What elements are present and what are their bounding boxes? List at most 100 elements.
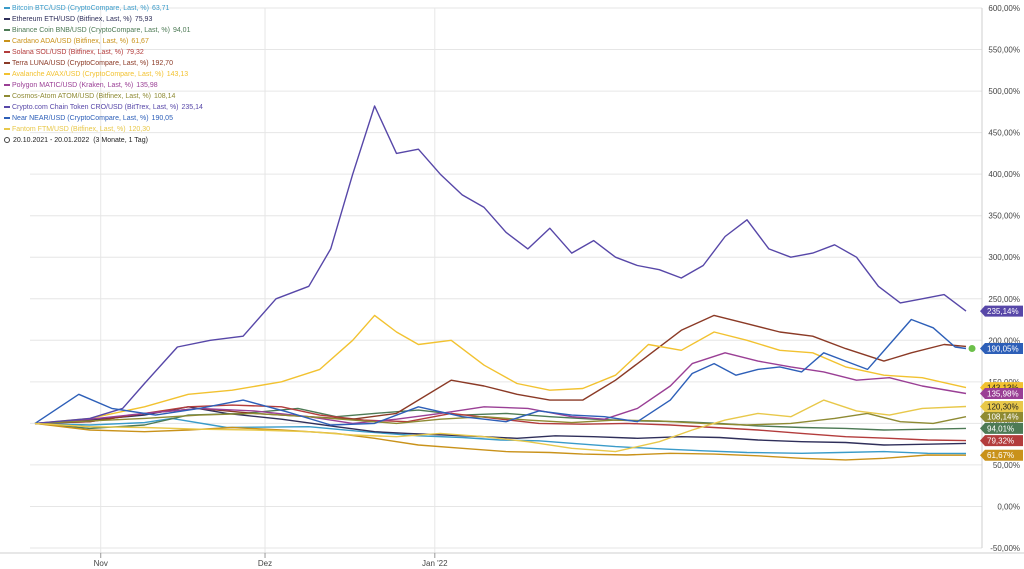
value-badges: 94,01%61,67%79,32%143,13%135,98%108,14%2…: [980, 305, 1023, 461]
y-tick-label: 500,00%: [988, 87, 1020, 96]
badge-shape: [980, 343, 1023, 355]
legend-swatch: [4, 106, 10, 109]
value-badge: 135,98%: [980, 387, 1023, 399]
legend-label: Crypto.com Chain Token CRO/USD (BitTrex,…: [12, 104, 179, 111]
legend-label: Solana SOL/USD (Bitfinex, Last, %): [12, 49, 124, 56]
legend-last-value: 143,13: [166, 71, 189, 78]
date-range-text: 20.10.2021 - 20.01.2022: [13, 137, 90, 144]
legend-item[interactable]: Polygon MATIC/USD (Kraken, Last, %) 135,9…: [4, 80, 203, 91]
series-line-8: [34, 412, 967, 426]
badge-shape: [980, 387, 1023, 399]
x-tick-label: Jan '22: [422, 559, 448, 568]
legend-swatch: [4, 84, 10, 87]
badge-label: 108,14%: [987, 413, 1019, 422]
legend-last-value: 75,93: [134, 16, 153, 23]
badge-label: 235,14%: [987, 307, 1019, 316]
grid: [30, 7, 982, 553]
legend: Bitcoin BTC/USD (CryptoCompare, Last, %)…: [4, 3, 203, 146]
value-badge: 120,30%: [980, 401, 1023, 413]
legend-label: Near NEAR/USD (CryptoCompare, Last, %): [12, 115, 149, 122]
badge-shape: [980, 435, 1023, 447]
legend-last-value: 63,71: [151, 5, 170, 12]
legend-label: Avalanche AVAX/USD (CryptoCompare, Last,…: [12, 71, 164, 78]
badge-shape: [980, 449, 1023, 461]
value-badge: 79,32%: [980, 435, 1023, 447]
y-tick-label: 550,00%: [988, 46, 1020, 55]
legend-items: Bitcoin BTC/USD (CryptoCompare, Last, %)…: [4, 3, 203, 135]
legend-item[interactable]: Binance Coin BNB/USD (CryptoCompare, Las…: [4, 25, 203, 36]
legend-item[interactable]: Cosmos-Atom ATOM/USD (Bitfinex, Last, %)…: [4, 91, 203, 102]
value-badge: 94,01%: [980, 422, 1023, 434]
badge-shape: [980, 401, 1023, 413]
series-line-6: [34, 314, 967, 425]
legend-last-value: 94,01: [172, 27, 191, 34]
legend-swatch: [4, 29, 10, 32]
legend-item[interactable]: Crypto.com Chain Token CRO/USD (BitTrex,…: [4, 102, 203, 113]
legend-item[interactable]: Ethereum ETH/USD (Bitfinex, Last, %) 75,9…: [4, 14, 203, 25]
legend-swatch: [4, 128, 10, 131]
legend-label: Binance Coin BNB/USD (CryptoCompare, Las…: [12, 27, 170, 34]
badge-label: 61,67%: [987, 451, 1014, 460]
last-point-marker: [968, 345, 976, 353]
legend-label: Ethereum ETH/USD (Bitfinex, Last, %): [12, 16, 132, 23]
y-tick-label: 50,00%: [993, 461, 1020, 470]
legend-label: Polygon MATIC/USD (Kraken, Last, %): [12, 82, 134, 89]
y-tick-label: 450,00%: [988, 129, 1020, 138]
series-line-1: [34, 406, 967, 446]
legend-swatch: [4, 62, 10, 65]
legend-item[interactable]: Solana SOL/USD (Bitfinex, Last, %) 79,32: [4, 47, 203, 58]
series-lines: [34, 105, 976, 461]
y-tick-label: 400,00%: [988, 170, 1020, 179]
legend-label: Terra LUNA/USD (CryptoCompare, Last, %): [12, 60, 149, 67]
legend-swatch: [4, 18, 10, 21]
value-badge: 235,14%: [980, 305, 1023, 317]
series-line-9: [34, 105, 967, 425]
period-text: (3 Monate, 1 Tag): [93, 137, 148, 144]
y-tick-label: -50,00%: [990, 544, 1020, 553]
legend-swatch: [4, 7, 10, 10]
badge-shape: [980, 411, 1023, 423]
y-tick-label: 200,00%: [988, 336, 1020, 345]
series-line-0: [34, 417, 967, 455]
legend-item[interactable]: Avalanche AVAX/USD (CryptoCompare, Last,…: [4, 69, 203, 80]
legend-last-value: 192,70: [151, 60, 173, 67]
legend-last-value: 135,98: [136, 82, 158, 89]
badge-label: 79,32%: [987, 437, 1014, 446]
legend-swatch: [4, 95, 10, 98]
legend-last-value: 61,67: [131, 38, 149, 45]
legend-last-value: 190,05: [151, 115, 173, 122]
legend-item[interactable]: Bitcoin BTC/USD (CryptoCompare, Last, %)…: [4, 3, 203, 14]
legend-item[interactable]: Terra LUNA/USD (CryptoCompare, Last, %) 1…: [4, 58, 203, 69]
legend-label: Cosmos-Atom ATOM/USD (Bitfinex, Last, %): [12, 93, 151, 100]
legend-swatch: [4, 73, 10, 76]
series-line-10: [34, 318, 967, 426]
legend-last-value: 120,30: [128, 126, 151, 133]
legend-last-value: 108,14: [154, 93, 176, 100]
y-tick-label: 350,00%: [988, 212, 1020, 221]
legend-label: Bitcoin BTC/USD (CryptoCompare, Last, %): [12, 5, 149, 12]
badge-label: 135,98%: [987, 389, 1019, 398]
legend-item[interactable]: Fantom FTM/USD (Bitfinex, Last, %) 120,30: [4, 124, 203, 135]
legend-date-range: 20.10.2021 - 20.01.2022 (3 Monate, 1 Tag…: [4, 135, 203, 146]
badge-label: 94,01%: [987, 424, 1014, 433]
y-tick-label: 0,00%: [997, 502, 1020, 511]
legend-item[interactable]: Near NEAR/USD (CryptoCompare, Last, %) 19…: [4, 113, 203, 124]
series-line-11: [34, 399, 967, 453]
y-tick-label: 250,00%: [988, 295, 1020, 304]
clock-icon: [4, 137, 10, 144]
legend-swatch: [4, 51, 10, 54]
value-badge: 61,67%: [980, 449, 1023, 461]
series-line-7: [34, 352, 967, 425]
x-tick-label: Dez: [258, 559, 272, 568]
x-tick-label: Nov: [94, 559, 108, 568]
badge-label: 120,30%: [987, 403, 1019, 412]
badge-shape: [980, 422, 1023, 434]
legend-item[interactable]: Cardano ADA/USD (Bitfinex, Last, %) 61,67: [4, 36, 203, 47]
legend-label: Cardano ADA/USD (Bitfinex, Last, %): [12, 38, 129, 45]
badge-label: 190,05%: [987, 345, 1019, 354]
legend-label: Fantom FTM/USD (Bitfinex, Last, %): [12, 126, 126, 133]
legend-swatch: [4, 40, 10, 43]
value-badge: 108,14%: [980, 411, 1023, 423]
